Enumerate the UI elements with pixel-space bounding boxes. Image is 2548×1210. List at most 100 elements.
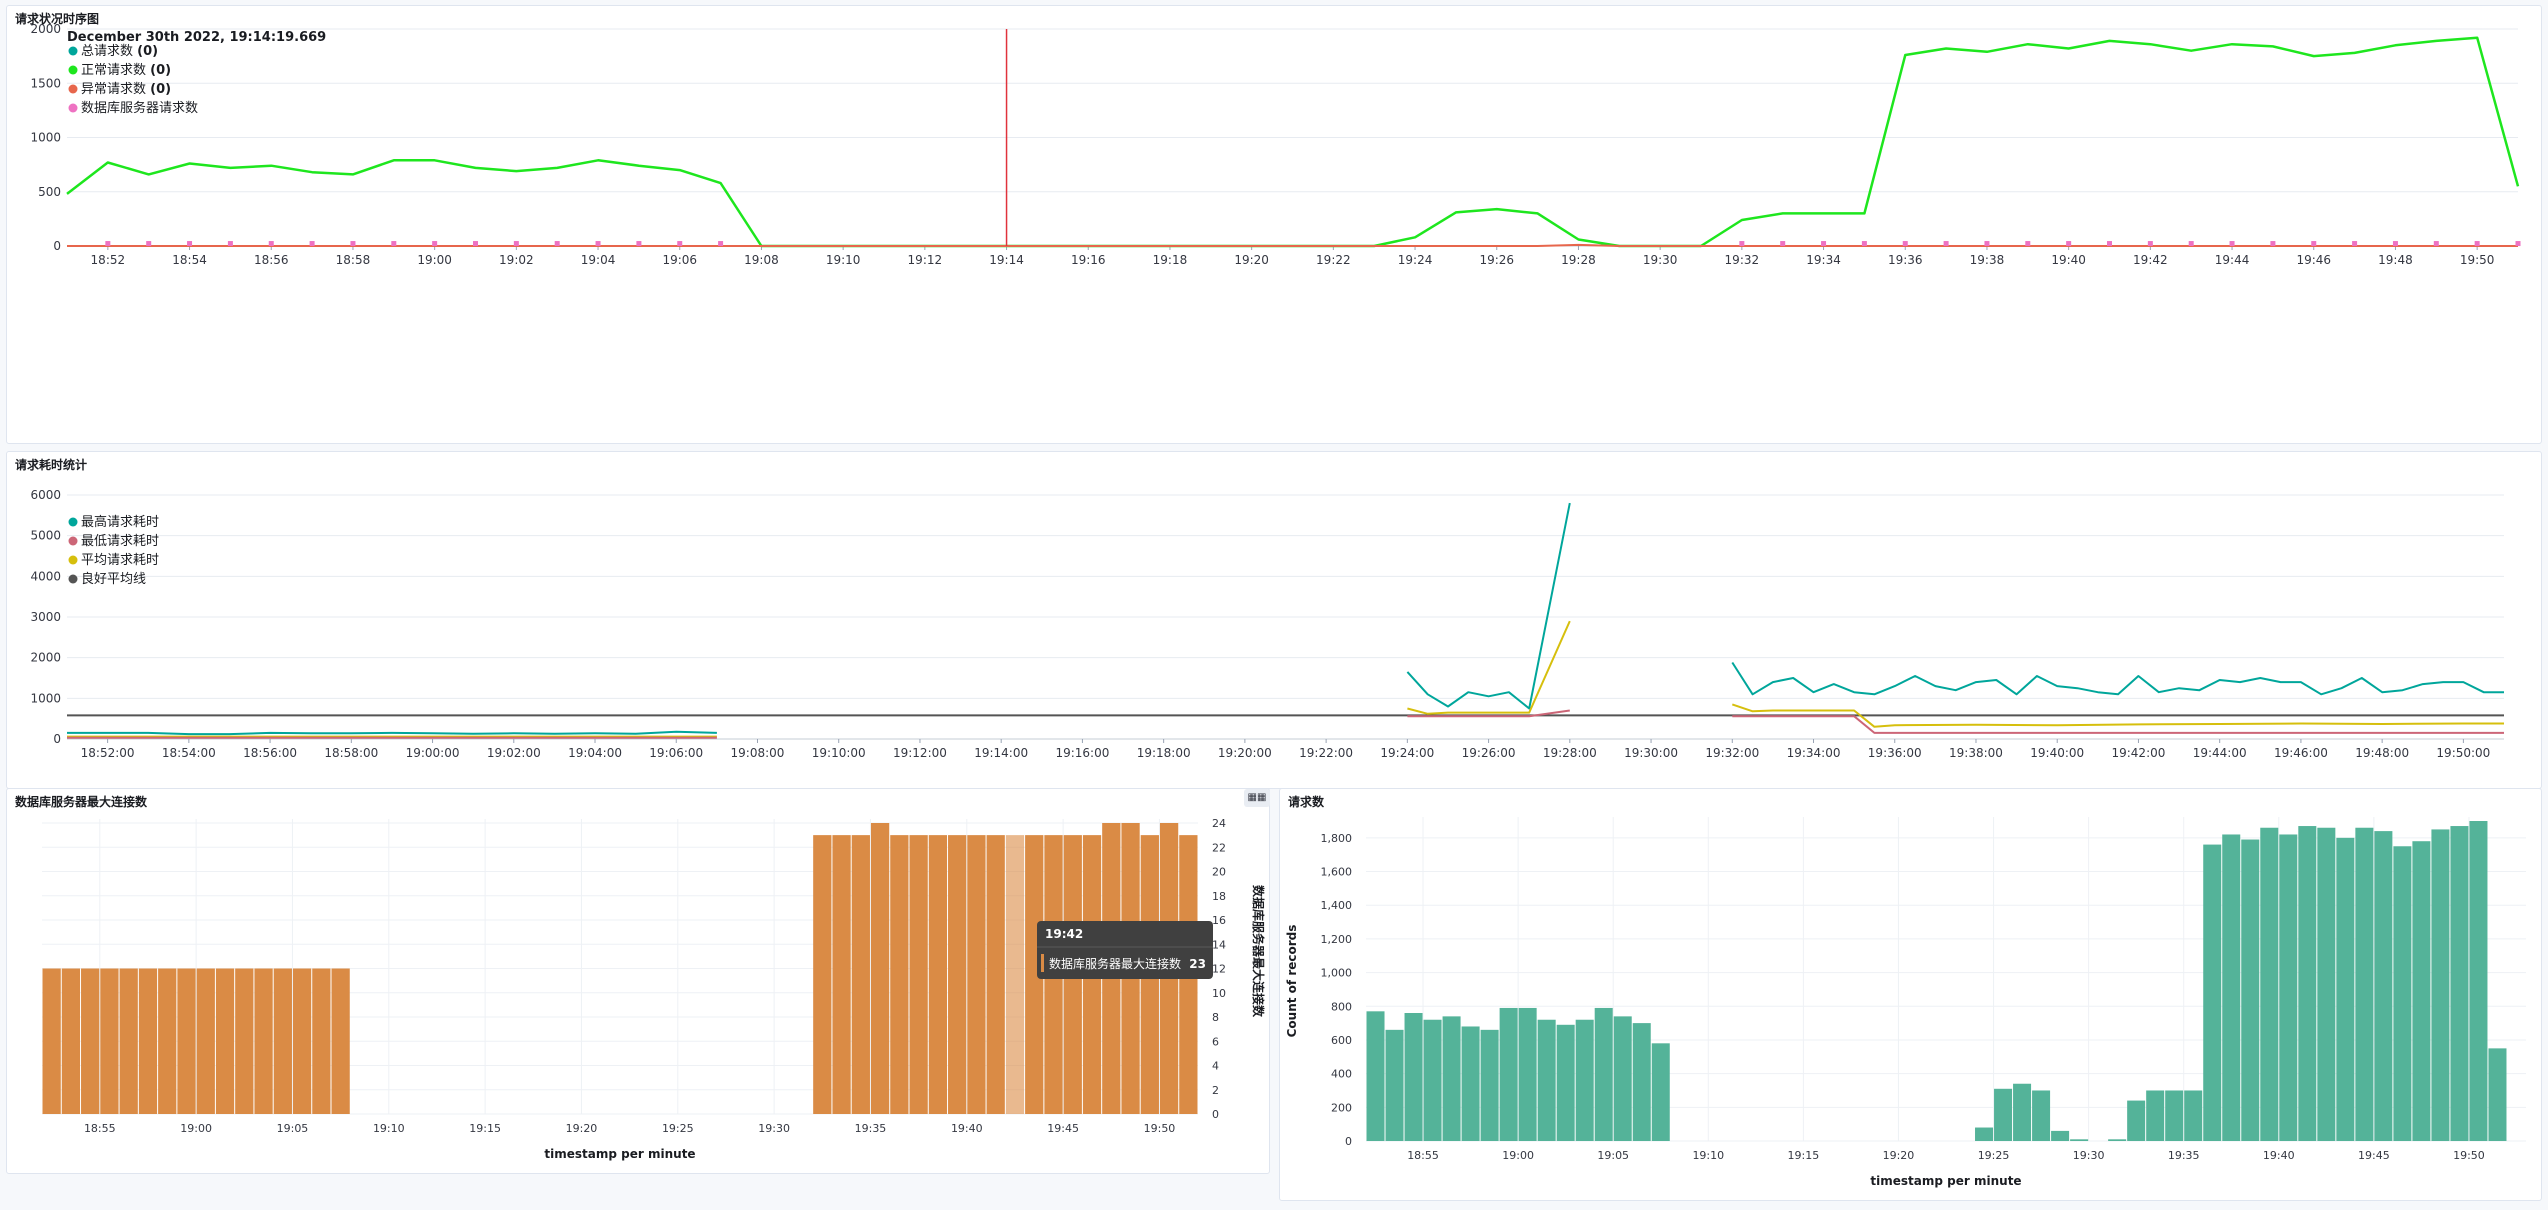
x-tick-label: 19:40 — [951, 1122, 983, 1135]
bar — [1975, 1127, 1994, 1141]
x-tick-label: 19:35 — [855, 1122, 887, 1135]
bar — [2393, 846, 2412, 1141]
x-tick-label: 19:34:00 — [1787, 746, 1841, 760]
bar — [254, 968, 273, 1114]
bar — [312, 968, 331, 1114]
panel-title: 数据库服务器最大连接数 — [15, 795, 148, 809]
series-marker-数据库服务器请求数 — [2474, 241, 2480, 247]
legend-dot — [68, 46, 78, 56]
series-marker-数据库服务器请求数 — [309, 241, 315, 247]
bar — [851, 835, 870, 1114]
request-status-chart[interactable]: 0 500 1000 1500 2000 18:52 18:54 18:56 18:58 19:0… — [7, 6, 2541, 443]
y-tick-label: 12 — [1212, 963, 1226, 976]
x-tick-label: 19:16:00 — [1055, 746, 1109, 760]
series-marker-数据库服务器请求数 — [677, 241, 683, 247]
x-tick-label: 19:35 — [2168, 1149, 2200, 1162]
x-tick-label: 19:46 — [2296, 253, 2331, 267]
x-tick-label: 19:26:00 — [1462, 746, 1516, 760]
panel-request-status: 请求状况时序图 0 500 1000 1500 2000 18:52 18:54 18:56 1… — [6, 5, 2542, 444]
bar — [1632, 1023, 1651, 1141]
x-tick-label: 19:50 — [2453, 1149, 2485, 1162]
x-tick-label: 19:20:00 — [1218, 746, 1272, 760]
y-tick-label: 0 — [53, 239, 61, 253]
series-marker-数据库服务器请求数 — [227, 241, 233, 247]
y-tick-label: 0 — [53, 732, 61, 746]
series-line-异常请求数 — [67, 243, 2518, 247]
bar — [2051, 1130, 2070, 1141]
bar — [1423, 1019, 1442, 1141]
bar — [42, 968, 61, 1114]
series-marker-数据库服务器请求数 — [2311, 241, 2317, 247]
bar — [1594, 1007, 1613, 1141]
y-tick-label: 8 — [1212, 1011, 1219, 1024]
x-tick-label: 19:50 — [2460, 253, 2495, 267]
series-marker-数据库服务器请求数 — [2107, 241, 2112, 247]
y-tick-label: 0 — [1345, 1135, 1352, 1148]
series-marker-数据库服务器请求数 — [350, 241, 356, 247]
x-tick-label: 19:40 — [2051, 253, 2086, 267]
y-axis-title: Count of records — [1285, 925, 1299, 1038]
bar — [2127, 1100, 2146, 1141]
legend-label: 最低请求耗时 — [81, 534, 159, 549]
series-marker-数据库服务器请求数 — [1984, 241, 1990, 247]
bar — [1556, 1024, 1575, 1141]
y-tick-label: 1,000 — [1321, 967, 1353, 980]
x-tick-label: 19:42:00 — [2111, 746, 2165, 760]
y-tick-label: 16 — [1212, 914, 1226, 927]
x-tick-label: 19:10 — [826, 253, 861, 267]
bar — [1461, 1026, 1480, 1141]
x-tick-label: 18:55 — [1407, 1149, 1439, 1162]
x-tick-label: 19:44:00 — [2193, 746, 2247, 760]
series-marker-数据库服务器请求数 — [2188, 241, 2194, 247]
y-tick-label: 1,800 — [1321, 832, 1353, 845]
x-tick-label: 18:56 — [254, 253, 289, 267]
x-tick-label: 19:08 — [744, 253, 779, 267]
bar — [1366, 1011, 1385, 1141]
x-tick-label: 19:30 — [758, 1122, 790, 1135]
tooltip-value: 23 — [1189, 957, 1206, 971]
x-tick-label: 19:10 — [1692, 1149, 1724, 1162]
series-marker-数据库服务器请求数 — [513, 241, 519, 247]
bar — [61, 968, 81, 1114]
x-tick-label: 19:40:00 — [2030, 746, 2084, 760]
x-tick-label: 19:04:00 — [568, 746, 622, 760]
request-count-chart[interactable]: 0 200 400 600 800 1,000 1,200 1,400 1,600 1,800 18… — [1280, 789, 2541, 1200]
bar — [1404, 1013, 1423, 1141]
bar — [2317, 827, 2336, 1141]
x-tick-label: 19:38 — [1970, 253, 2005, 267]
panel-request-count: 请求数 0 200 400 600 800 1,000 1,200 1,400 1,600 1,8… — [1279, 788, 2542, 1201]
x-tick-label: 19:25 — [1978, 1149, 2010, 1162]
series-marker-数据库服务器请求数 — [1861, 241, 1867, 247]
legend-label: 平均请求耗时 — [81, 553, 159, 568]
request-latency-chart[interactable]: 0 1000 2000 3000 4000 5000 6000 18:52:00 18:54:0… — [7, 452, 2541, 788]
x-tick-label: 19:20 — [1883, 1149, 1915, 1162]
y-tick-label: 0 — [1212, 1108, 1219, 1121]
bar — [2165, 1090, 2184, 1141]
bar — [1575, 1019, 1594, 1141]
legend-dot — [68, 103, 78, 113]
series-marker-数据库服务器请求数 — [105, 241, 111, 247]
bar — [2279, 834, 2298, 1141]
x-tick-label: 19:48 — [2378, 253, 2413, 267]
x-tick-label: 19:28 — [1561, 253, 1596, 267]
y-tick-label: 2000 — [30, 651, 61, 665]
x-tick-label: 18:54 — [172, 253, 207, 267]
bar — [138, 968, 158, 1114]
y-axis-title: 数据库服务器最大连接数 — [1251, 885, 1266, 1018]
tooltip-timestamp: December 30th 2022, 19:14:19.669 — [67, 30, 326, 45]
series-marker-数据库服务器请求数 — [2147, 241, 2153, 247]
series-line-平均请求耗时 — [1407, 620, 1571, 715]
legend-dot — [68, 536, 78, 546]
bar — [870, 823, 890, 1114]
x-tick-label: 19:10:00 — [812, 746, 866, 760]
bar — [1613, 1016, 1632, 1141]
more-options-icon[interactable]: ▦▦ — [1244, 789, 1270, 807]
series-marker-数据库服务器请求数 — [636, 241, 642, 247]
x-tick-label: 19:24:00 — [1380, 746, 1434, 760]
x-tick-label: 18:55 — [84, 1122, 116, 1135]
y-tick-label: 2000 — [30, 22, 61, 36]
series-line-平均请求耗时 — [1731, 703, 2504, 728]
x-tick-label: 19:16 — [1071, 253, 1106, 267]
x-tick-label: 19:24 — [1398, 253, 1433, 267]
